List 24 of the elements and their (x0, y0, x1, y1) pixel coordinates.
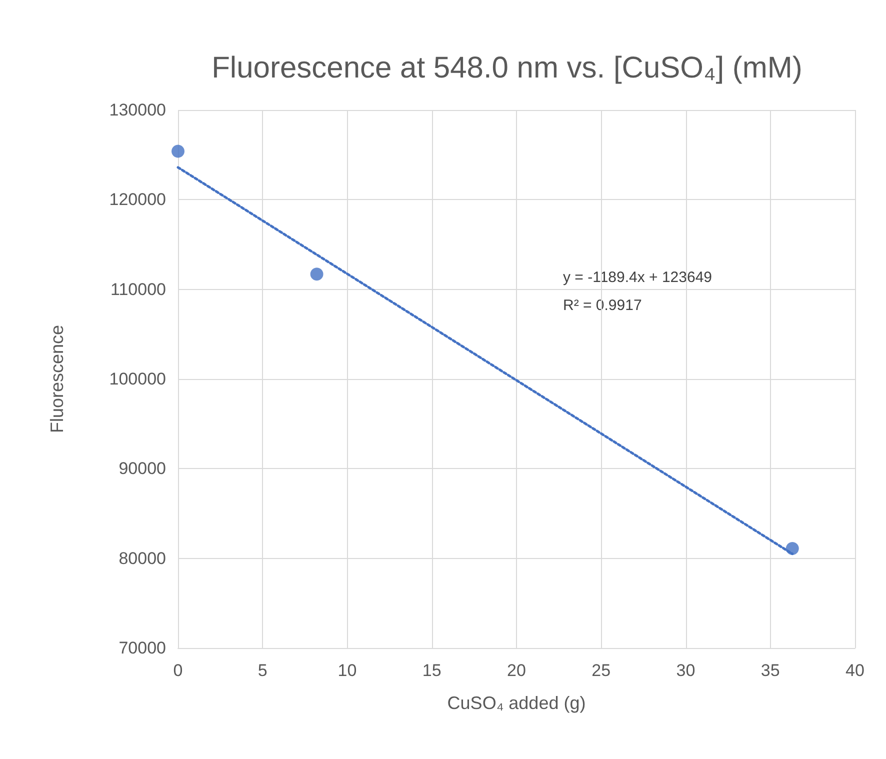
x-tick-label: 25 (592, 661, 611, 680)
y-tick-label: 70000 (118, 638, 166, 658)
y-tick-label: 130000 (109, 100, 166, 120)
x-tick-label: 30 (676, 661, 696, 680)
y-axis-title: Fluorescence (47, 324, 67, 434)
annotation: y = -1189.4x + 123649 (563, 269, 712, 286)
x-tick-label: 0 (173, 661, 183, 680)
y-tick-label: 90000 (118, 459, 166, 478)
x-tick-label: 20 (507, 661, 526, 680)
x-tick-label: 40 (846, 661, 864, 680)
x-axis-title: CuSO₄ added (g) (447, 693, 586, 713)
y-tick-label: 80000 (118, 548, 166, 568)
point (786, 542, 799, 555)
annotation: R² = 0.9917 (563, 297, 642, 314)
point (310, 268, 324, 281)
y-tick-label: 110000 (110, 280, 166, 299)
x-tick-label: 10 (338, 661, 357, 680)
point (172, 144, 184, 158)
x-tick-label: 5 (258, 661, 268, 680)
x-tick-label: 15 (422, 661, 442, 680)
chart-title: Fluorescence at 548.0 nm vs. [CuSO₄] (mM) (212, 52, 802, 84)
x-tick-label: 35 (760, 661, 780, 680)
y-tick-label: 100000 (109, 370, 166, 388)
y-tick-label: 120000 (109, 190, 166, 210)
